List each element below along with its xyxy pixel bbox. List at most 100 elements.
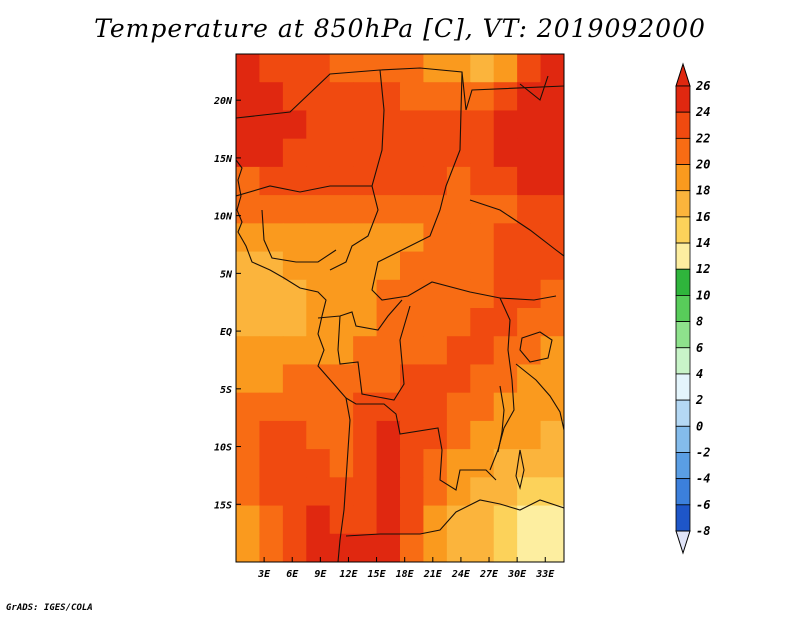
field-cell — [470, 477, 495, 507]
field-cell — [400, 477, 425, 507]
field-cell — [376, 364, 401, 394]
x-tick-label: 33E — [535, 569, 555, 580]
field-cell — [329, 54, 354, 83]
border-sahel — [236, 185, 372, 197]
field-cell — [446, 505, 471, 535]
border-angola — [345, 397, 497, 491]
x-tick-label: 24E — [451, 569, 471, 580]
y-tick-label: EQ — [220, 327, 232, 338]
field-cell — [470, 392, 495, 422]
field-cell — [329, 110, 354, 140]
field-cell — [517, 505, 542, 535]
field-cell — [517, 166, 542, 196]
colorbar-swatch — [675, 111, 691, 139]
field-cell — [493, 82, 518, 112]
field-cell — [353, 195, 378, 224]
colorbar-label: 4 — [696, 367, 703, 381]
red-sea-coast — [519, 75, 549, 101]
field-cell — [540, 392, 564, 422]
field-cell — [400, 420, 425, 450]
field-cell — [353, 477, 378, 507]
y-tick-label: 10N — [214, 212, 233, 223]
lake-tanganyika — [497, 385, 505, 453]
field-cell — [259, 392, 284, 422]
field-cell — [329, 477, 354, 507]
field-cell — [470, 195, 495, 224]
field-cell — [400, 166, 425, 196]
field-cell — [259, 364, 284, 394]
field-cell — [329, 166, 354, 196]
field-cell — [329, 392, 354, 422]
field-cell — [470, 533, 495, 562]
field-cell — [423, 392, 448, 422]
field-cell — [517, 279, 542, 309]
field-cell — [517, 223, 542, 253]
field-cell — [493, 505, 518, 535]
field-cell — [493, 166, 518, 196]
colorbar-label: 6 — [696, 341, 703, 355]
field-cell — [236, 54, 261, 83]
field-cell — [306, 223, 331, 253]
field-cell — [517, 138, 542, 168]
colorbar-swatch — [675, 373, 691, 401]
field-cell — [493, 336, 518, 366]
field-cell — [282, 505, 307, 535]
field-cell — [446, 364, 471, 394]
field-cell — [446, 336, 471, 366]
field-cell — [282, 477, 307, 507]
field-cell — [470, 505, 495, 535]
field-cell — [376, 195, 401, 224]
field-cell — [282, 138, 307, 168]
field-cell — [470, 449, 495, 478]
field-cell — [329, 138, 354, 168]
field-cell — [400, 449, 425, 478]
field-cell — [236, 336, 261, 366]
field-cell — [329, 336, 354, 366]
field-cell — [470, 420, 495, 450]
field-cell — [470, 110, 495, 140]
field-cell — [400, 392, 425, 422]
y-tick-label: 5N — [220, 269, 233, 280]
field-cell — [306, 166, 331, 196]
field-cell — [540, 82, 564, 112]
field-cell — [236, 392, 261, 422]
field-cell — [259, 505, 284, 535]
field-cell — [493, 138, 518, 168]
field-cell — [376, 54, 401, 83]
field-cell — [353, 449, 378, 478]
field-cell — [446, 251, 471, 281]
field-cell — [282, 392, 307, 422]
x-axis: 3E 6E 9E 12E 15E 18E 21E 24E 27E 30E 33E — [257, 557, 555, 580]
field-cell — [446, 477, 471, 507]
field-cell — [282, 336, 307, 366]
x-tick-label: 27E — [479, 569, 499, 580]
border-southern — [345, 499, 564, 537]
field-cell — [493, 110, 518, 140]
field-cell — [423, 82, 448, 112]
field-cell — [540, 420, 564, 450]
field-cell — [540, 505, 564, 535]
field-cell — [470, 54, 495, 83]
colorbar-over-triangle — [675, 62, 691, 87]
field-cell — [423, 505, 448, 535]
field-cell — [446, 110, 471, 140]
field-cell — [329, 195, 354, 224]
y-tick-label: 15N — [214, 154, 233, 165]
field-cell — [423, 279, 448, 309]
field-cell — [423, 195, 448, 224]
field-cell — [446, 533, 471, 562]
field-cell — [423, 477, 448, 507]
x-tick-label: 15E — [368, 569, 387, 580]
border-libya-egypt — [236, 67, 564, 119]
colorbar-swatch — [675, 425, 691, 453]
field-cell — [400, 336, 425, 366]
country-boundaries — [236, 54, 564, 562]
colorbar-swatch — [675, 295, 691, 322]
field-cell — [540, 364, 564, 394]
field-cell — [400, 308, 425, 337]
field-cell — [353, 392, 378, 422]
colorbar-label: 2 — [695, 393, 703, 407]
field-cell — [423, 138, 448, 168]
coastline-west — [236, 159, 351, 562]
temperature-field — [236, 54, 564, 562]
